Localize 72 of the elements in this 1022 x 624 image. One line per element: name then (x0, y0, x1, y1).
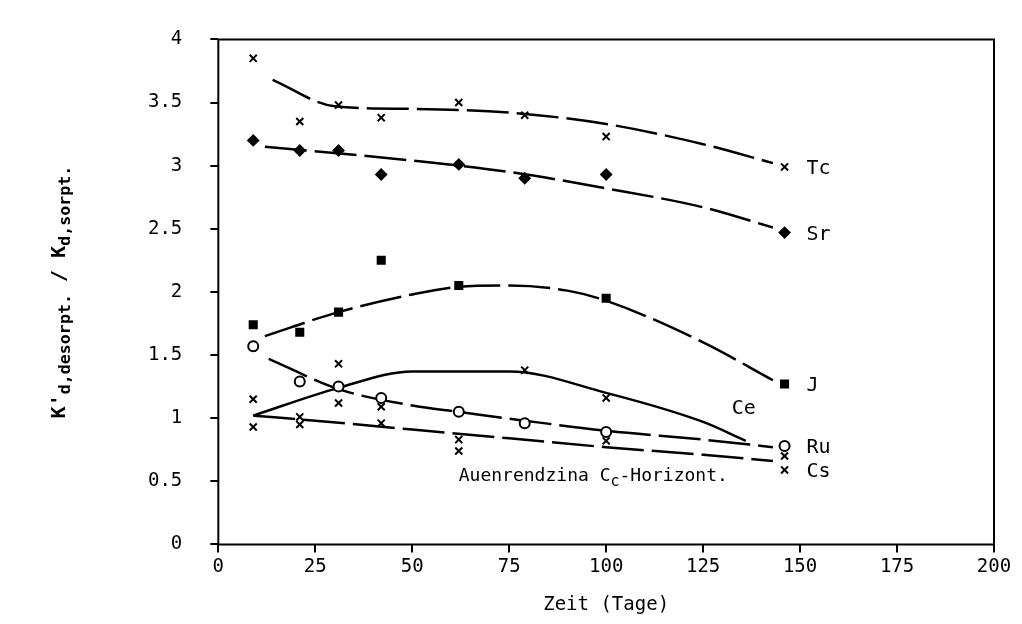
point (778, 439, 791, 452)
point (520, 110, 530, 120)
point (601, 132, 611, 142)
point (452, 158, 465, 171)
point (780, 379, 790, 389)
point (778, 226, 791, 239)
point (375, 391, 388, 404)
point (293, 375, 306, 388)
point (376, 418, 386, 428)
point (295, 116, 305, 126)
point (518, 417, 531, 430)
point (334, 398, 344, 408)
point (452, 405, 465, 418)
y-tick-label: 1.5 (147, 341, 183, 364)
series-label: Ce (731, 395, 756, 420)
line-series (263, 145, 775, 229)
point (375, 168, 388, 181)
y-tick-label: 0.5 (147, 468, 183, 491)
point (518, 172, 531, 185)
point (334, 100, 344, 110)
x-tick-label: 150 (782, 553, 818, 576)
point (247, 340, 260, 353)
series-label: Cs (806, 458, 831, 483)
y-tick-label: 2.5 (147, 215, 183, 238)
annotation: Auenrendzina C$_{c}$-Horizont. (458, 463, 728, 490)
point (520, 365, 530, 375)
line-series (271, 78, 775, 165)
x-tick-label: 0 (212, 553, 225, 576)
point (376, 255, 386, 265)
point (454, 446, 464, 456)
point (293, 144, 306, 157)
point (376, 402, 386, 412)
x-tick-label: 175 (879, 553, 915, 576)
y-tick-label: 3.5 (147, 89, 183, 112)
point (780, 162, 790, 172)
point (248, 53, 258, 63)
point (332, 144, 345, 157)
point (334, 359, 344, 369)
point (248, 422, 258, 432)
point (332, 380, 345, 393)
x-tick-label: 50 (400, 553, 424, 576)
y-tick-label: 1 (170, 405, 183, 428)
y-tick-label: 4 (170, 26, 183, 49)
point (780, 465, 790, 475)
series-label: Ru (806, 434, 831, 459)
point (248, 394, 258, 404)
point (600, 168, 613, 181)
point (334, 307, 344, 317)
point (376, 113, 386, 123)
point (601, 393, 611, 403)
point (248, 320, 258, 330)
x-tick-label: 75 (497, 553, 521, 576)
point (454, 281, 464, 291)
point (295, 327, 305, 337)
x-tick-label: 125 (685, 553, 721, 576)
x-tick-label: 100 (588, 553, 624, 576)
x-axis-title: Zeit (Tage) (543, 591, 670, 614)
y-tick-label: 3 (170, 152, 183, 175)
y-tick-label: 2 (170, 278, 183, 301)
series-label: J (806, 372, 819, 397)
x-tick-label: 200 (976, 553, 1012, 576)
point (454, 97, 464, 108)
point (601, 293, 611, 303)
y-tick-label: 0 (170, 531, 183, 554)
point (601, 436, 611, 446)
x-tick-label: 25 (303, 553, 327, 576)
point (454, 435, 464, 445)
point (600, 426, 613, 439)
series-label: Sr (806, 220, 831, 245)
series-label: Tc (806, 155, 831, 180)
point (780, 451, 790, 461)
point (247, 134, 260, 147)
